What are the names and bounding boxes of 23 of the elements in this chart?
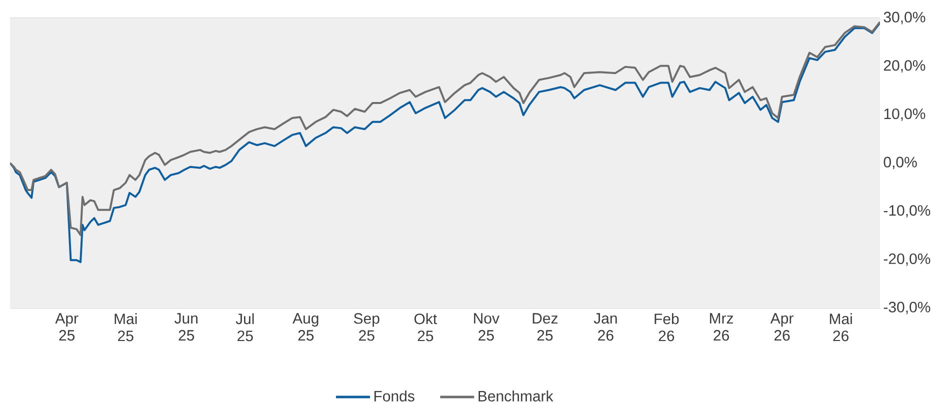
x-tick-label: Feb 26 xyxy=(654,313,679,342)
x-tick-label: Jan 26 xyxy=(594,313,617,341)
legend-label: Fonds xyxy=(374,390,414,402)
x-tick-label: Mai 26 xyxy=(830,313,852,342)
x-tick-label: Dez 25 xyxy=(532,313,558,341)
y-tick-label: 10,0% xyxy=(884,108,926,121)
y-tick-label: 30,0% xyxy=(884,12,926,24)
legend-label: Benchmark xyxy=(478,390,554,402)
x-tick-label: Aug 25 xyxy=(292,313,318,341)
x-tick-label: Jun 25 xyxy=(174,313,198,341)
y-tick-label: -30,0% xyxy=(884,302,930,314)
x-tick-label: Mai 25 xyxy=(114,313,137,342)
y-tick-label: -10,0% xyxy=(884,205,930,218)
y-tick-label: -20,0% xyxy=(884,253,930,266)
x-tick-label: Okt 25 xyxy=(414,313,437,342)
x-tick-label: Apr 25 xyxy=(55,313,78,341)
y-tick-label: 20,0% xyxy=(884,60,926,73)
x-tick-label: Nov 25 xyxy=(474,313,500,341)
x-tick-label: Mrz 26 xyxy=(710,313,734,341)
x-tick-label: Apr 26 xyxy=(770,313,794,341)
y-tick-label: 0,0% xyxy=(884,156,917,170)
x-tick-label: Jul 25 xyxy=(236,313,254,342)
x-tick-label: Sep 25 xyxy=(354,313,380,341)
